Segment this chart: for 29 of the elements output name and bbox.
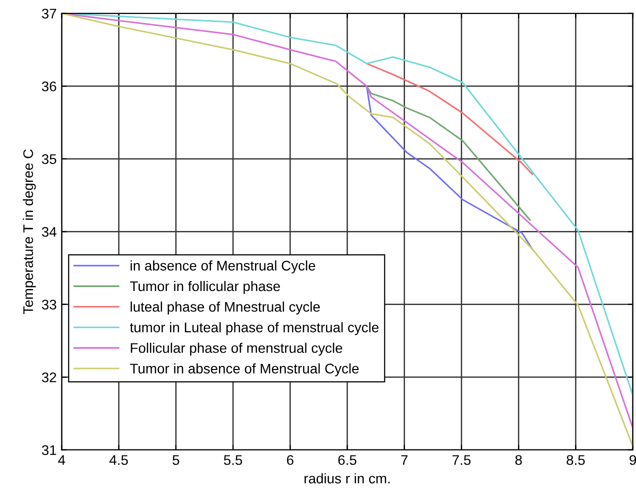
y-tick-label: 37 xyxy=(42,8,56,19)
x-axis-title: radius r in cm. xyxy=(304,473,390,484)
x-tick-label: 7.5 xyxy=(452,455,471,465)
y-tick-label: 34 xyxy=(42,226,56,237)
line-series xyxy=(366,62,534,175)
legend-label: luteal phase of Mnestrual cycle xyxy=(130,302,320,315)
x-tick-label: 8 xyxy=(515,455,522,465)
legend-label: tumor in Luteal phase of menstrual cycle xyxy=(130,322,378,336)
x-tick-label: 6.5 xyxy=(338,455,356,465)
x-tick-label: 5 xyxy=(172,455,180,465)
x-tick-label: 8.5 xyxy=(566,455,585,465)
y-tick-label: 35 xyxy=(42,154,56,164)
legend-label: Tumor in absence of Menstrual Cycle xyxy=(130,363,359,376)
y-tick-label: 36 xyxy=(42,81,56,92)
legend-label: in absence of Menstrual Cycle xyxy=(130,260,316,274)
x-tick-label: 6 xyxy=(286,455,294,465)
y-axis-title: Temperature T in degree C xyxy=(22,149,36,314)
legend-label: Tumor in follicular phase xyxy=(130,280,280,294)
x-tick-label: 4.5 xyxy=(109,455,128,465)
x-tick-label: 9 xyxy=(630,455,636,465)
y-tick-label: 32 xyxy=(42,372,56,382)
legend-label: Follicular phase of menstrual cycle xyxy=(130,342,342,356)
x-tick-label: 5.5 xyxy=(224,455,242,465)
x-tick-label: 7 xyxy=(401,455,408,465)
y-tick-label: 33 xyxy=(42,300,56,310)
y-tick-label: 31 xyxy=(42,445,56,456)
line-series xyxy=(366,85,531,221)
line-series xyxy=(366,85,534,250)
x-tick-label: 4 xyxy=(58,455,66,465)
